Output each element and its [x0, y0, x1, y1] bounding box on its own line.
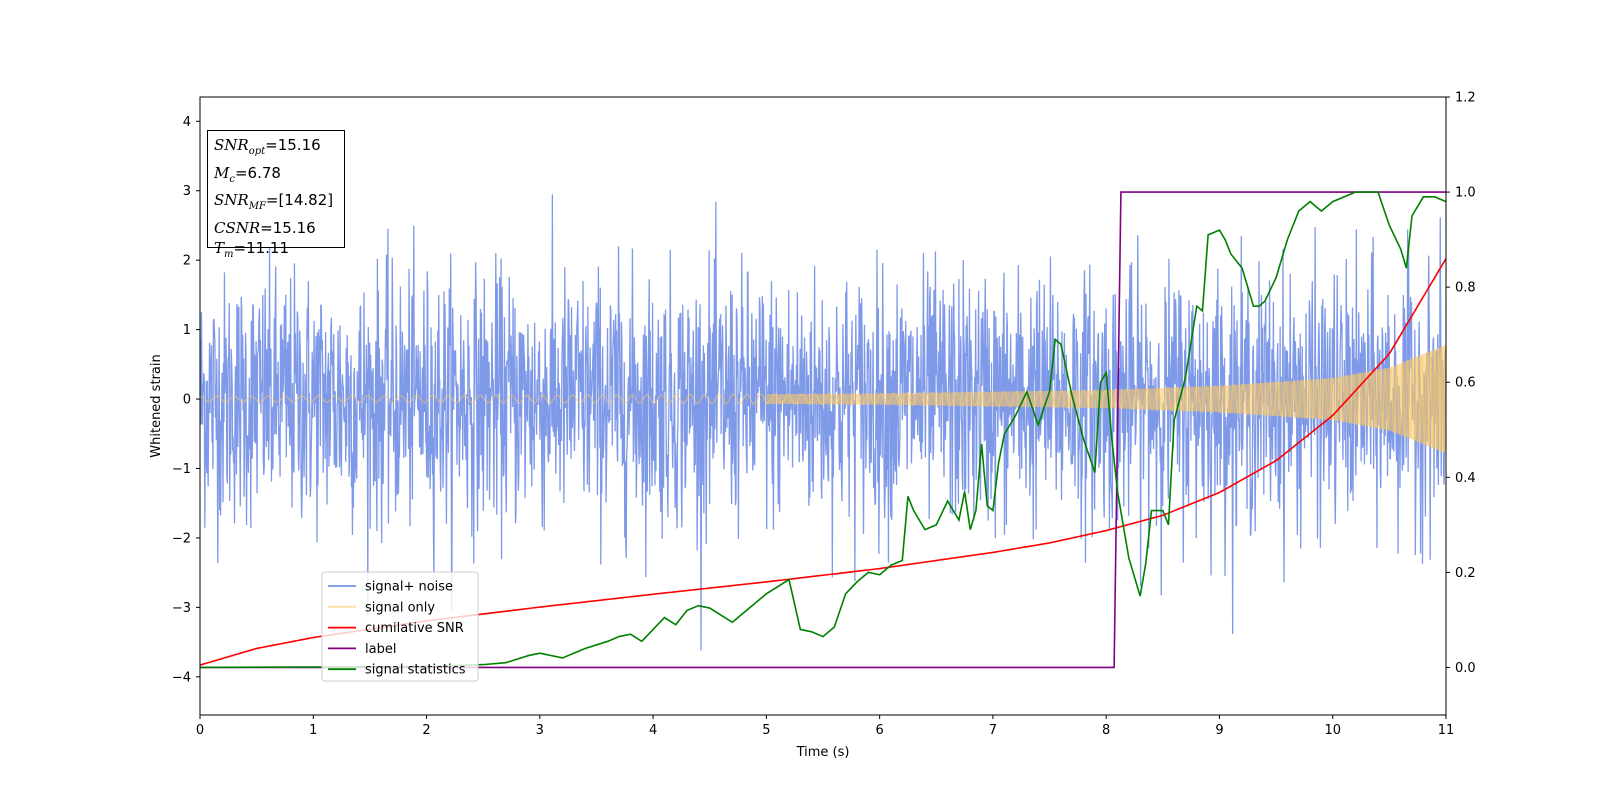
y2-tick-label: 0.0 [1455, 661, 1476, 676]
x-tick-label: 9 [1215, 723, 1223, 738]
y-tick-label: 1 [183, 323, 191, 338]
y2-tick-label: 1.2 [1455, 91, 1476, 106]
y-tick-label: −1 [172, 462, 191, 477]
series-signal-only-envelope [766, 344, 1446, 454]
x-tick-label: 10 [1324, 723, 1341, 738]
y-tick-label: −3 [172, 601, 191, 616]
csnr-row: CSNR=15.16 [214, 218, 316, 237]
y-tick-label: 2 [183, 254, 191, 269]
x-tick-label: 2 [422, 723, 430, 738]
y-tick-label: 0 [183, 393, 191, 408]
x-tick-label: 5 [762, 723, 770, 738]
legend-entry: cumilative SNR [365, 621, 464, 636]
y2-tick-label: 0.8 [1455, 281, 1476, 296]
series-label [200, 191, 1446, 669]
mc-row: Mc=6.78 [214, 163, 281, 185]
y-tick-label: −2 [172, 531, 191, 546]
legend-frame [321, 571, 479, 682]
x-axis-label: Time (s) [796, 745, 850, 760]
y2-tick-label: 0.6 [1455, 376, 1476, 391]
y2-tick-label: 0.2 [1455, 566, 1476, 581]
y-tick-label: −4 [172, 670, 191, 685]
series-signal-statistics [200, 191, 1446, 669]
y-tick-label: 3 [183, 184, 191, 199]
x-tick-label: 6 [875, 723, 883, 738]
legend-entry: signal+ noise [365, 580, 453, 595]
legend: signal+ noise signal only cumilative SNR la… [321, 571, 479, 682]
stats-info-box: SNRopt=15.16 Mc=6.78 SNRMF=[14.82] CSNR=… [207, 130, 345, 260]
snr-opt-row: SNRopt=15.16 [214, 136, 321, 157]
x-tick-label: 8 [1102, 723, 1110, 738]
x-tick-label: 7 [989, 723, 997, 738]
y2-tick-label: 1.0 [1455, 186, 1476, 201]
plot-frame [199, 96, 1447, 716]
x-tick-label: 11 [1438, 723, 1455, 738]
y-tick-label: 4 [183, 115, 191, 130]
x-tick-label: 4 [649, 723, 657, 738]
y-axis-label: Whitened strain [149, 354, 164, 457]
y2-tick-label: 0.4 [1455, 471, 1476, 486]
legend-entry: signal statistics [365, 663, 466, 678]
legend-entry: signal only [365, 600, 435, 615]
snr-mf-row: SNRMF=[14.82] [214, 191, 334, 212]
legend-entry: label [365, 642, 396, 657]
x-tick-label: 1 [309, 723, 317, 738]
x-tick-label: 3 [536, 723, 544, 738]
x-tick-label: 0 [196, 723, 204, 738]
tm-row: Tm=11.11 [214, 239, 290, 260]
